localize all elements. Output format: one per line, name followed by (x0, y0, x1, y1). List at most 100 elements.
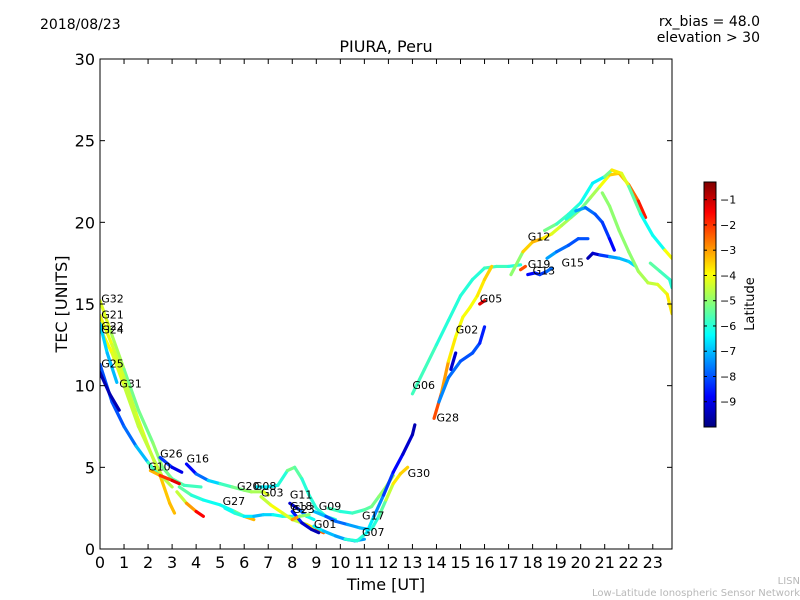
track-segment (567, 201, 583, 216)
y-axis-label: TEC [UNITS] (52, 256, 71, 354)
track-segment (184, 501, 198, 514)
track-segment (543, 222, 559, 233)
satellite-label: G13 (533, 265, 556, 278)
track-segment (110, 351, 126, 388)
track-segment (100, 371, 112, 396)
x-axis: 0 1 2 3 4 5 6 7 8 9 10 11 12 13 14 15 16 17 18 19 20 21 22 23 (95, 59, 663, 572)
track-segment (449, 351, 458, 371)
track-segment (122, 384, 141, 429)
track-segment (170, 465, 184, 474)
track-segment (194, 472, 210, 482)
y-tick-label: 5 (85, 458, 95, 477)
satellite-label: G18 (290, 500, 313, 513)
track-g16 (184, 462, 270, 497)
track-segment (194, 509, 205, 518)
y-tick-label: 30 (75, 50, 95, 69)
track-segment (377, 498, 388, 518)
y-tick-label: 0 (85, 540, 95, 559)
x-tick-label: 15 (450, 553, 470, 572)
track-segment (478, 325, 487, 345)
track-segment (607, 204, 621, 233)
track-g06 (410, 263, 523, 396)
track-segment (312, 509, 328, 518)
track-g26 (158, 455, 184, 474)
x-tick-label: 9 (311, 553, 321, 572)
track-segment (324, 514, 338, 523)
track-segment (458, 277, 475, 298)
track-segment (108, 326, 126, 371)
x-tick-label: 6 (239, 553, 249, 572)
x-tick-label: 23 (643, 553, 663, 572)
track-segment (559, 215, 573, 228)
chart-title: PIURA, Peru (339, 37, 433, 56)
track-segment (321, 529, 338, 538)
colorbar-tick-label: −5 (720, 295, 736, 308)
x-tick-label: 18 (522, 553, 542, 572)
satellite-label: G10 (148, 461, 171, 474)
satellite-label: G30 (408, 467, 431, 480)
track-g24 (100, 326, 174, 489)
track-segment (259, 495, 273, 507)
track-segment (531, 237, 544, 244)
track-segment (122, 375, 138, 416)
track-g28_am (175, 490, 205, 518)
track-segment (151, 441, 165, 469)
track-segment (276, 469, 290, 487)
y-tick-label: 20 (75, 213, 95, 232)
satellite-label: G21 (101, 309, 124, 322)
x-tick-label: 17 (498, 553, 518, 572)
track-segment (579, 181, 595, 205)
track-g28 (432, 264, 494, 420)
satellite-label: G20 (237, 480, 260, 493)
satellite-label: G25 (101, 358, 124, 371)
track-segment (206, 478, 222, 486)
track-g12b (543, 168, 672, 260)
track-segment (567, 237, 580, 247)
colorbar-gradient (703, 181, 717, 428)
track-g19 (518, 264, 527, 272)
x-tick-label: 0 (95, 553, 105, 572)
track-segment (470, 266, 487, 282)
track-segment (564, 209, 578, 221)
track-segment (475, 277, 487, 298)
track-segment (470, 341, 482, 355)
track-g05 (478, 299, 487, 306)
track-segment (312, 524, 326, 533)
track-segment (309, 527, 321, 535)
track-segment (461, 305, 472, 319)
track-g02b (449, 351, 458, 371)
colorbar-tick-label: −9 (720, 396, 736, 409)
x-tick-label: 5 (215, 553, 225, 572)
track-segment (607, 255, 621, 260)
track-segment (588, 184, 602, 200)
track-segment (598, 253, 612, 259)
track-segment (108, 392, 121, 412)
track-segment (540, 232, 554, 241)
track-segment (591, 175, 607, 185)
track-segment (170, 478, 181, 486)
track-segment (151, 455, 165, 479)
track-segment (189, 493, 205, 502)
track-segment (122, 367, 141, 412)
track-segment (158, 473, 172, 505)
x-tick-label: 1 (119, 553, 129, 572)
track-g15 (545, 237, 590, 260)
track-segment (593, 212, 604, 224)
x-axis-label: Time [UT] (346, 575, 425, 594)
track-segment (545, 266, 554, 273)
track-segment (168, 501, 177, 515)
satellite-tracks (100, 168, 672, 543)
track-segment (468, 294, 479, 309)
track-segment (422, 343, 439, 371)
track-segment (636, 269, 650, 285)
track-g10 (148, 469, 181, 486)
track-segment (158, 455, 174, 469)
track-segment (600, 191, 612, 208)
track-segment (636, 199, 648, 220)
track-segment (439, 359, 451, 396)
track-segment (391, 452, 405, 474)
track-segment (110, 400, 126, 429)
track-segment (184, 462, 198, 476)
track-segment (158, 473, 174, 482)
x-tick-label: 16 (474, 553, 494, 572)
